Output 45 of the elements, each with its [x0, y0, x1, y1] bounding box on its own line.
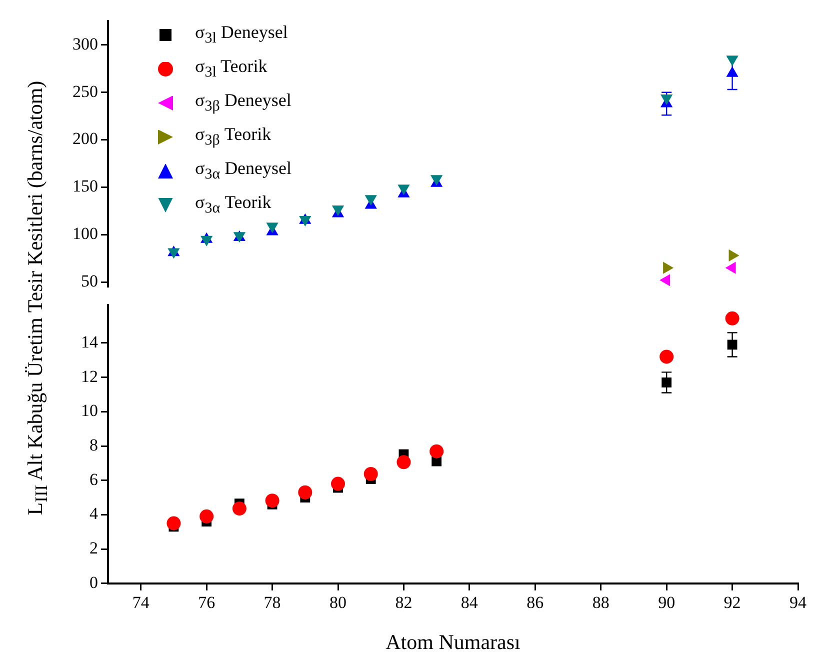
y-tick-label: 100	[72, 224, 98, 244]
point	[364, 467, 378, 482]
legend-label: σ$_{3l}$ Teorik	[195, 56, 268, 82]
y-tick-label: 250	[72, 82, 98, 101]
x-tick-label: 74	[132, 593, 150, 612]
legend-label: σ$_{3β}$ Teorik	[195, 124, 272, 150]
y-tick-label: 8	[90, 435, 98, 454]
x-tick-label: 86	[526, 593, 544, 612]
legend-label: σ$_{3α}$ Deneysel	[195, 158, 292, 184]
x-tick-label: 88	[592, 593, 610, 612]
point	[166, 516, 181, 530]
legend-label: σ$_{3l}$ Deneysel	[195, 22, 288, 48]
point	[396, 455, 411, 470]
point	[200, 509, 214, 524]
y-tick-label: 14	[81, 332, 98, 352]
x-tick-label: 78	[264, 593, 281, 612]
y-tick-label: 300	[72, 34, 98, 54]
y-tick-label: 12	[81, 366, 98, 386]
y-tick-label: 50	[81, 272, 98, 291]
point	[331, 476, 345, 491]
point	[660, 350, 674, 364]
legend-label: σ$_{3α}$ Teorik	[195, 192, 272, 218]
point	[727, 340, 738, 350]
x-tick-label: 94	[790, 593, 807, 612]
x-tick-label: 92	[724, 593, 741, 612]
point	[725, 311, 740, 326]
x-tick-label: 90	[658, 593, 676, 612]
point	[430, 444, 444, 458]
y-tick-label: 150	[72, 176, 98, 196]
x-axis-title: Atom Numarası	[386, 630, 521, 654]
legend-label: σ$_{3β}$ Deneysel	[195, 90, 292, 116]
y-tick-label: 10	[81, 401, 98, 420]
point	[662, 378, 672, 388]
x-tick-label: 76	[198, 593, 216, 612]
x-tick-label: 82	[395, 593, 412, 612]
y-tick-label: 4	[90, 504, 98, 524]
y-tick-label: 200	[72, 129, 98, 148]
x-tick-label: 84	[460, 593, 478, 612]
x-tick-label: 80	[330, 593, 346, 612]
point	[232, 502, 246, 516]
y-tick-label: 0	[90, 572, 98, 592]
y-tick-label: 2	[90, 538, 98, 558]
point	[265, 494, 280, 508]
point	[298, 485, 312, 500]
y-tick-label: 6	[90, 470, 98, 489]
